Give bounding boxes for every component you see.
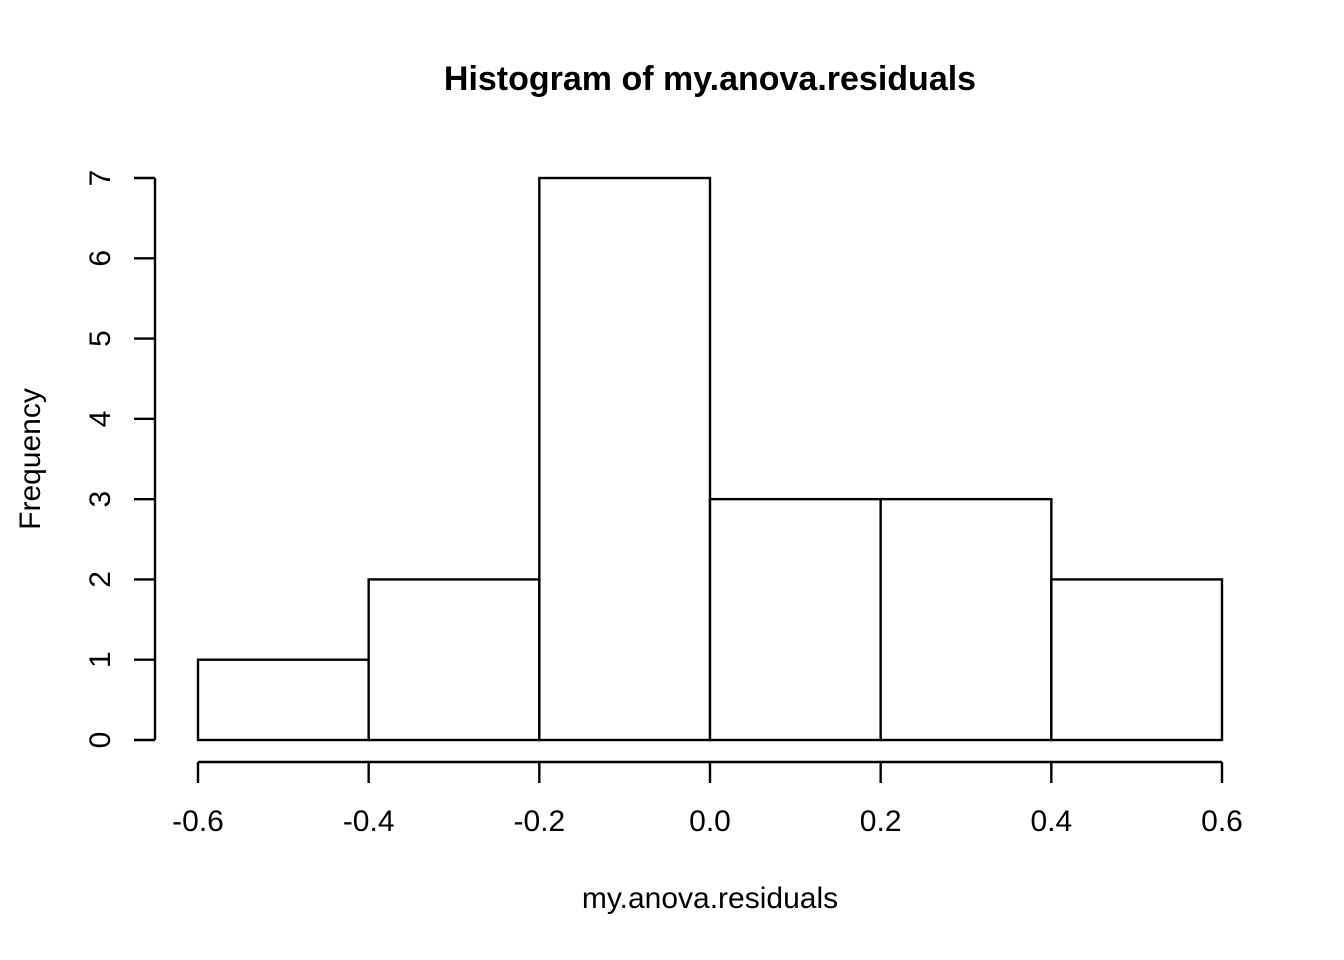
y-tick-label: 2 — [84, 571, 117, 588]
x-axis-label: my.anova.residuals — [581, 882, 839, 915]
x-tick-label: -0.6 — [172, 805, 224, 838]
histogram-bar-6 — [1050, 578, 1224, 742]
histogram-bar-4 — [708, 497, 882, 742]
histogram-bar-1 — [196, 658, 370, 742]
y-tick-label: 6 — [84, 250, 117, 267]
x-tick-label: -0.4 — [343, 805, 395, 838]
histogram-bar-2 — [367, 578, 541, 742]
x-tick-label: 0.4 — [1030, 805, 1072, 838]
y-tick-label: 7 — [84, 170, 117, 187]
chart-title: Histogram of my.anova.residuals — [443, 60, 977, 98]
y-tick-label: 0 — [84, 732, 117, 749]
y-tick-label: 1 — [84, 651, 117, 668]
x-tick-label: 0.2 — [860, 805, 902, 838]
y-tick-label: 3 — [84, 491, 117, 508]
histogram-bar-5 — [879, 497, 1053, 742]
y-tick-label: 5 — [84, 330, 117, 347]
x-tick-label: 0.6 — [1201, 805, 1243, 838]
x-tick-label: 0.0 — [689, 805, 731, 838]
y-tick-label: 4 — [84, 411, 117, 428]
x-tick-label: -0.2 — [513, 805, 565, 838]
histogram-bar-3 — [538, 176, 712, 742]
